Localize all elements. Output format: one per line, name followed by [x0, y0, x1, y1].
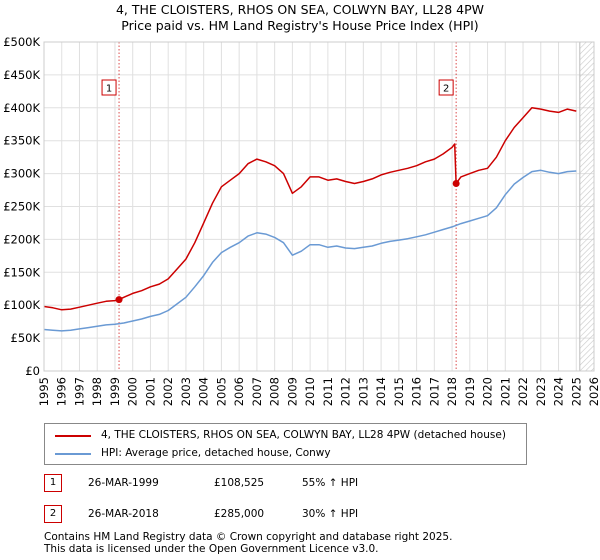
forecast-hatch	[579, 42, 594, 371]
x-tick-label: 2021	[498, 377, 512, 406]
x-tick-label: 2003	[179, 377, 193, 406]
x-tick-label: 2009	[285, 377, 299, 406]
x-tick-label: 2010	[303, 377, 317, 406]
x-tick-label: 2015	[392, 377, 406, 406]
legend-item-property: 4, THE CLOISTERS, RHOS ON SEA, COLWYN BA…	[45, 427, 525, 443]
sale-hpi-change: 30% ↑ HPI	[302, 508, 359, 520]
x-tick-label: 1997	[72, 377, 86, 406]
x-tick-label: 2007	[250, 377, 264, 406]
x-tick-label: 2013	[356, 377, 370, 406]
y-tick-label: £250K	[3, 200, 40, 214]
y-tick-label: £0	[25, 364, 40, 378]
property-price-line	[43, 107, 577, 311]
sale-badge: 1	[44, 474, 62, 492]
sale-date: 26-MAR-1999	[88, 477, 159, 489]
footer-line-2: This data is licensed under the Open Gov…	[44, 543, 379, 555]
y-tick-label: £150K	[3, 265, 40, 279]
y-tick-label: £100K	[3, 298, 40, 312]
hpi-line	[43, 169, 577, 332]
x-tick-label: 2016	[410, 377, 424, 406]
x-tick-label: 2012	[339, 377, 353, 406]
x-tick-label: 2006	[232, 377, 246, 406]
x-tick-label: 2017	[427, 377, 441, 406]
x-tick-label: 2014	[374, 377, 388, 406]
sale-points	[115, 179, 460, 304]
y-tick-label: £500K	[3, 35, 40, 49]
sale-badge: 2	[44, 505, 62, 523]
legend-label-hpi: HPI: Average price, detached house, Conw…	[101, 447, 331, 459]
x-tick-label: 2026	[587, 377, 600, 406]
sale-price: £108,525	[214, 477, 265, 489]
sale-hpi-change: 55% ↑ HPI	[302, 477, 359, 489]
annotation-label: 1	[106, 84, 112, 95]
x-tick-label: 2005	[214, 377, 228, 406]
series	[43, 107, 577, 332]
annotation-box	[101, 79, 117, 96]
x-tick-label: 2020	[481, 377, 495, 406]
x-tick-label: 1995	[37, 377, 51, 406]
x-tick-label: 2002	[161, 377, 175, 406]
footer-line-1: Contains HM Land Registry data © Crown c…	[44, 531, 453, 543]
x-tick-label: 1996	[55, 377, 69, 406]
y-tick-label: £300K	[3, 167, 40, 181]
y-tick-label: £450K	[3, 68, 40, 82]
sale-price: £285,000	[214, 508, 265, 520]
legend: 4, THE CLOISTERS, RHOS ON SEA, COLWYN BA…	[44, 423, 527, 465]
legend-label-property: 4, THE CLOISTERS, RHOS ON SEA, COLWYN BA…	[101, 429, 506, 441]
x-tick-label: 2011	[321, 377, 335, 406]
sale-date: 26-MAR-2018	[88, 508, 159, 520]
x-tick-label: 2025	[569, 377, 583, 406]
x-tick-label: 2004	[197, 377, 211, 406]
y-tick-label: £400K	[3, 101, 40, 115]
x-tick-label: 2024	[552, 377, 566, 406]
sale-point	[115, 296, 123, 304]
title-line-1: 4, THE CLOISTERS, RHOS ON SEA, COLWYN BA…	[115, 2, 485, 17]
x-tick-label: 2019	[463, 377, 477, 406]
annotation-box	[438, 79, 454, 96]
y-tick-label: £200K	[3, 232, 40, 246]
x-tick-label: 2008	[268, 377, 282, 406]
title-line-2: Price paid vs. HM Land Registry's House …	[121, 18, 479, 33]
legend-item-hpi: HPI: Average price, detached house, Conw…	[45, 445, 525, 461]
footer: Contains HM Land Registry data © Crown c…	[44, 531, 452, 555]
x-tick-label: 2022	[516, 377, 530, 406]
x-tick-label: 2001	[143, 377, 157, 406]
hatch-region	[579, 42, 594, 371]
x-tick-label: 2023	[534, 377, 548, 406]
annotation-label: 2	[443, 84, 449, 95]
axes: £0 £50K £100K £150K £200K £250K £300K £350K £400…	[3, 35, 600, 406]
x-tick-label: 1998	[90, 377, 104, 406]
price-chart: £0 £50K £100K £150K £200K £250K £300K £350K £400…	[3, 35, 600, 406]
legend-swatch-hpi	[55, 453, 91, 455]
plot-frame	[43, 41, 595, 372]
x-tick-label: 2000	[126, 377, 140, 406]
grid	[43, 41, 595, 372]
x-tick-label: 2018	[445, 377, 459, 406]
chart-title: 4, THE CLOISTERS, RHOS ON SEA, COLWYN BA…	[0, 2, 600, 34]
y-tick-label: £350K	[3, 134, 40, 148]
x-tick-label: 1999	[108, 377, 122, 406]
sale-marker-lines	[118, 42, 457, 371]
legend-swatch-property	[55, 435, 91, 437]
sale-point	[452, 179, 460, 187]
y-tick-label: £50K	[11, 331, 41, 345]
